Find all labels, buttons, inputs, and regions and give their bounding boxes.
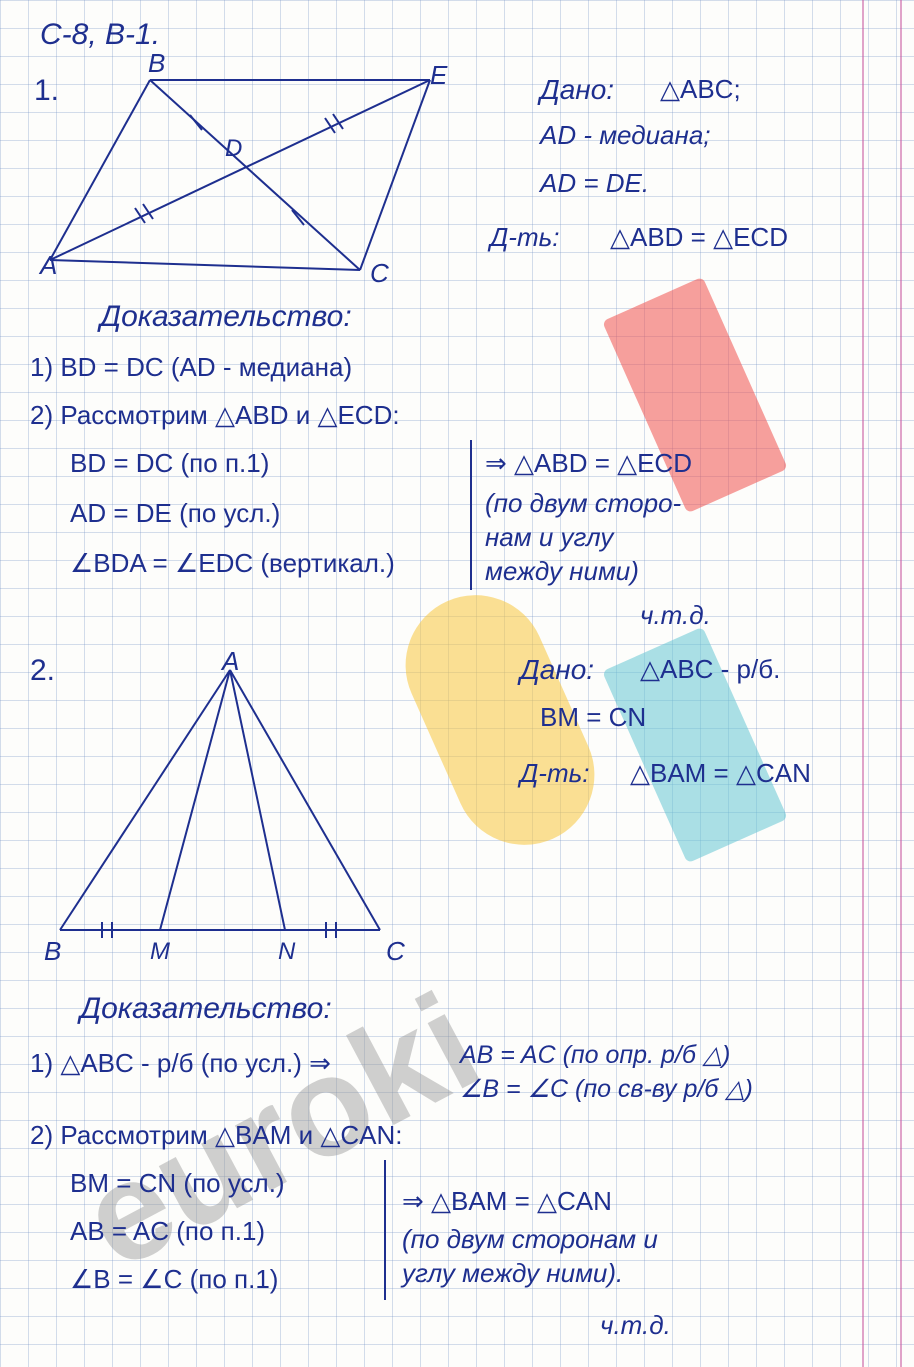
margin-line xyxy=(900,0,902,1367)
margin-line xyxy=(862,0,864,1367)
proof-right: ∠B = ∠C (по св-ву р/б △) xyxy=(460,1074,753,1104)
prove-text: △ABD = △ECD xyxy=(610,222,788,253)
proof-right: (по двум сторо- xyxy=(485,488,681,519)
proof-line: 1) △ABC - р/б (по усл.) ⇒ xyxy=(30,1048,331,1079)
proof-left: AD = DE (по усл.) xyxy=(70,498,280,529)
proof-label: Доказательство: xyxy=(100,300,352,334)
proof-right: AB = AC (по опр. р/б △) xyxy=(460,1040,730,1070)
proof-right: (по двум сторонам и xyxy=(402,1224,658,1255)
proof-right: ⇒ △BAM = △CAN xyxy=(402,1186,612,1217)
proof-label: Доказательство: xyxy=(80,992,332,1026)
proof-right: между ними) xyxy=(485,556,639,587)
proof-left: BD = DC (по п.1) xyxy=(70,448,269,479)
given-item: AD - медиана; xyxy=(540,120,711,151)
vertex-label: D xyxy=(225,135,242,163)
proof-right: нам и углу xyxy=(485,522,613,553)
brace-line xyxy=(382,1160,388,1300)
proof-line: 1) BD = DC (AD - медиана) xyxy=(30,352,352,383)
vertex-label: C xyxy=(386,936,405,967)
problem1-diagram xyxy=(30,60,460,300)
vertex-label: A xyxy=(222,646,239,677)
proof-left: ∠BDA = ∠EDC (вертикал.) xyxy=(70,548,395,579)
problem2-diagram xyxy=(40,650,410,960)
proof-left: BM = CN (по усл.) xyxy=(70,1168,285,1199)
given-item: △ABC; xyxy=(660,74,741,105)
proof-left: ∠B = ∠C (по п.1) xyxy=(70,1264,278,1295)
qed: ч.т.д. xyxy=(640,600,711,631)
vertex-label: B xyxy=(148,48,165,79)
vertex-label: E xyxy=(430,60,447,91)
proof-left: AB = AC (по п.1) xyxy=(70,1216,265,1247)
proof-line: 2) Рассмотрим △BAM и △CAN: xyxy=(30,1120,402,1151)
vertex-label: B xyxy=(44,936,61,967)
given-item: AD = DE. xyxy=(540,168,649,199)
brace-line xyxy=(468,440,474,590)
given-label: Дано: xyxy=(520,654,594,686)
prove-label: Д-ть: xyxy=(520,758,590,789)
given-item: BM = CN xyxy=(540,702,646,733)
prove-label: Д-ть: xyxy=(490,222,560,253)
given-label: Дано: xyxy=(540,74,614,106)
vertex-label: C xyxy=(370,258,389,289)
proof-line: 2) Рассмотрим △ABD и △ECD: xyxy=(30,400,400,431)
vertex-label: M xyxy=(150,938,170,966)
qed: ч.т.д. xyxy=(600,1310,671,1341)
given-item: △ABC - р/б. xyxy=(640,654,780,685)
prove-text: △BAM = △CAN xyxy=(630,758,811,789)
page-header: С-8, В-1. xyxy=(40,18,160,52)
proof-right: ⇒ △ABD = △ECD xyxy=(485,448,692,479)
vertex-label: A xyxy=(40,250,57,281)
vertex-label: N xyxy=(278,938,295,966)
proof-right: углу между ними). xyxy=(402,1258,623,1289)
